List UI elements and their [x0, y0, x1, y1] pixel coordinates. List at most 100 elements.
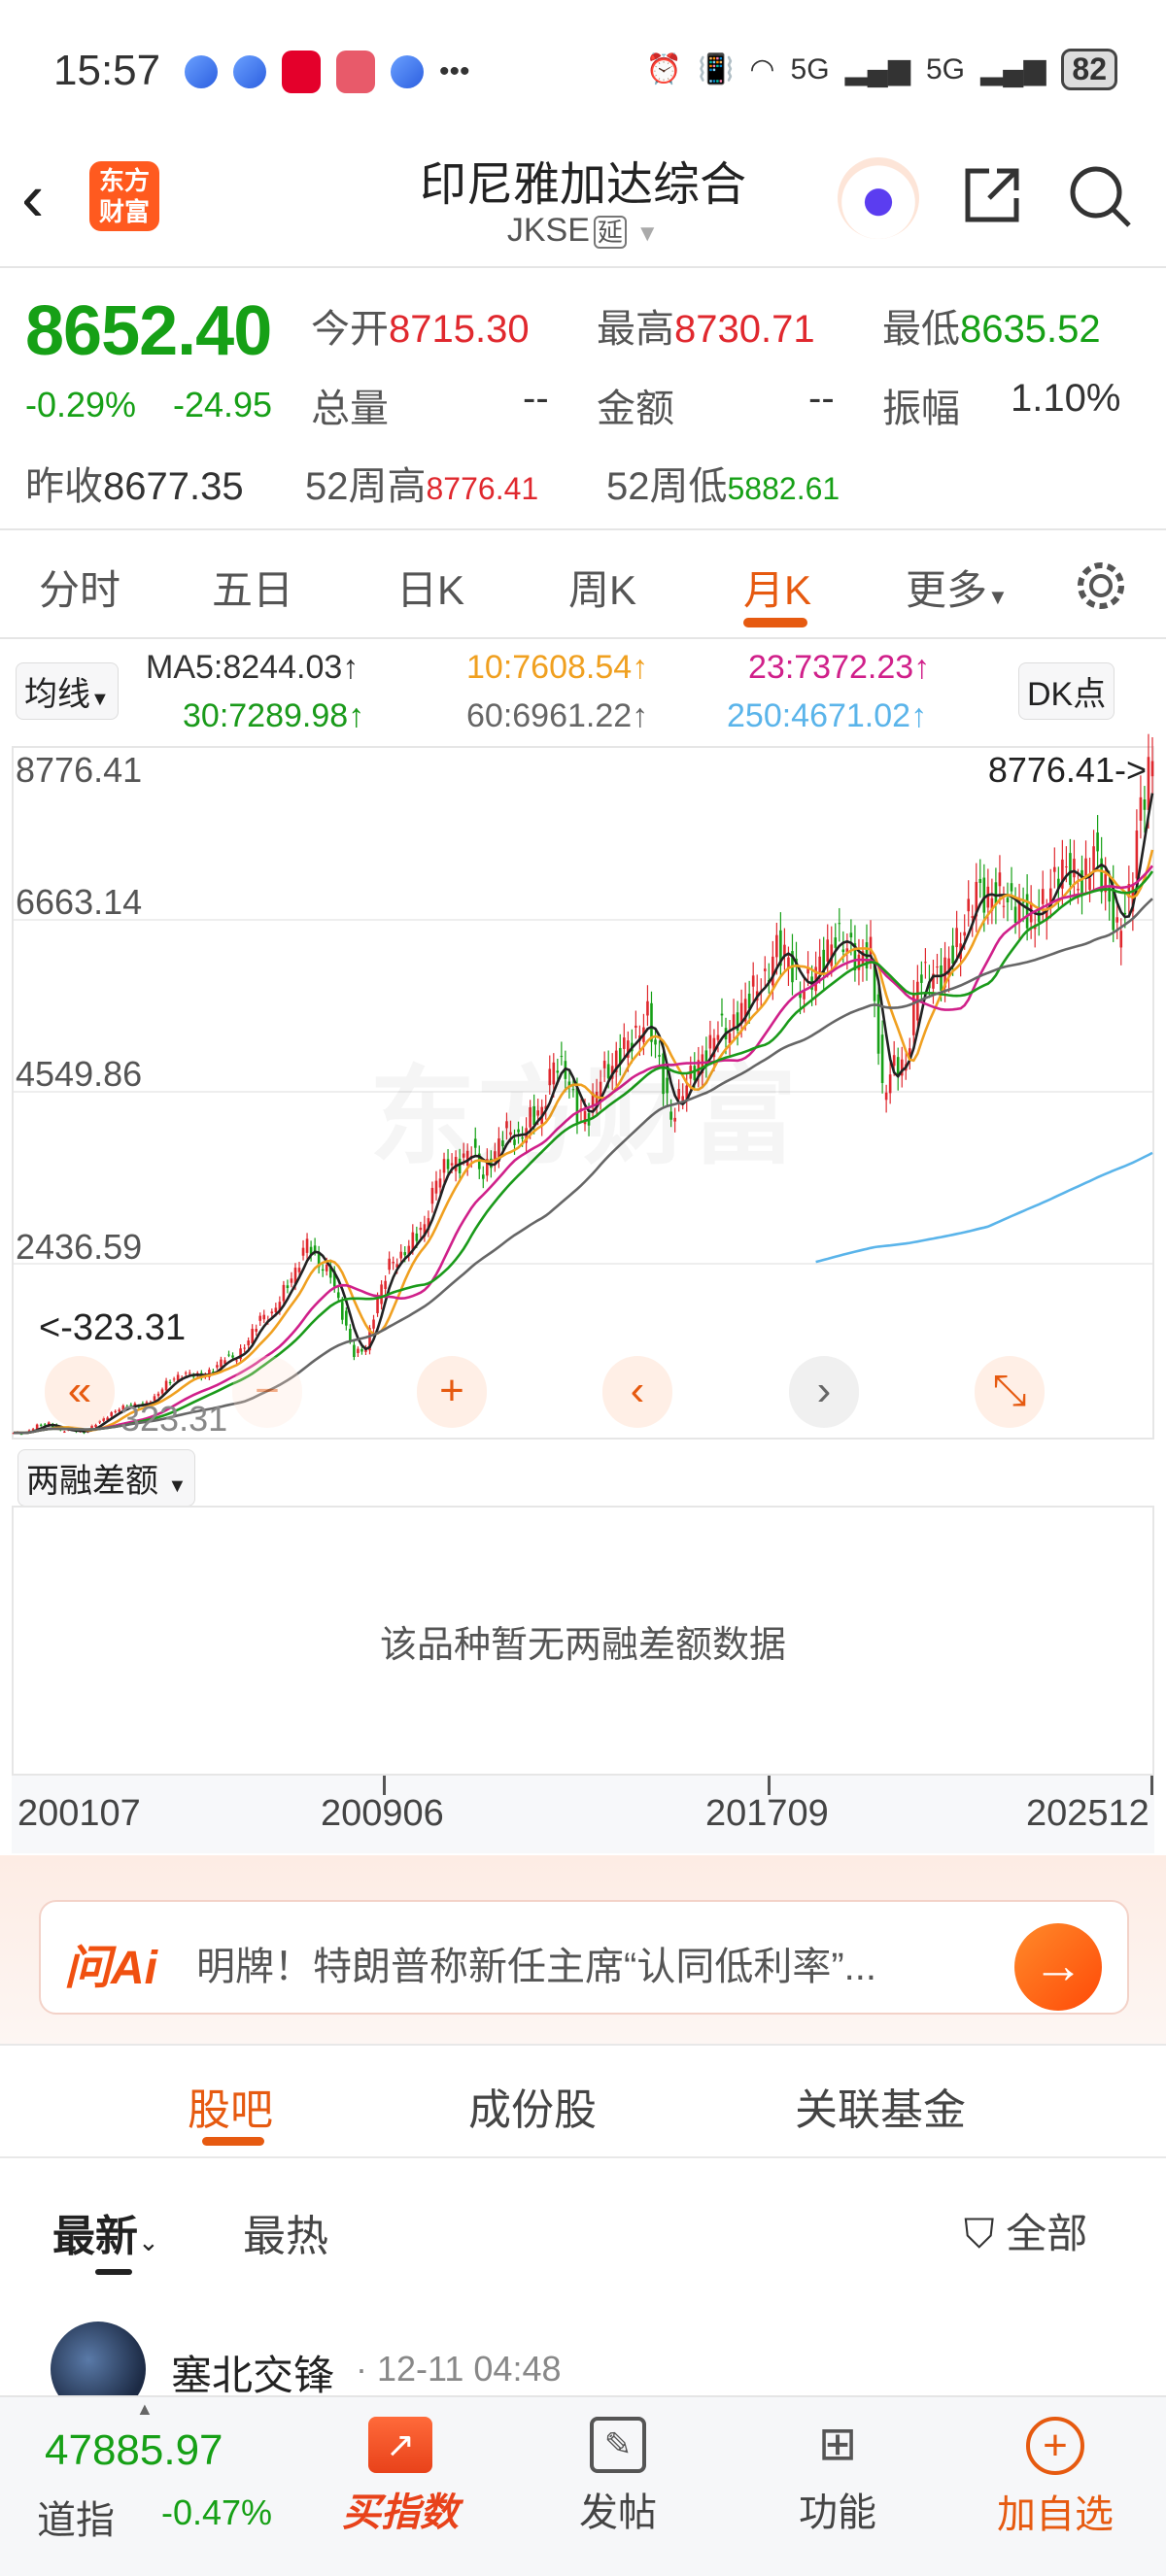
candle [399, 1251, 403, 1259]
candle [43, 1424, 47, 1426]
candle [357, 1348, 360, 1353]
dk-point-button[interactable]: DK点 [1018, 662, 1115, 720]
sort-latest-dropdown[interactable]: 最新⌄ [52, 2201, 159, 2263]
tab-daily-k[interactable]: 日K [396, 567, 465, 613]
quote-panel: 8652.40 -0.29% -24.95 今开8715.30 最高8730.7… [0, 268, 1166, 530]
post-item[interactable]: 塞北交锋 · 12-11 04:48 [0, 2312, 1166, 2417]
candle [309, 1246, 313, 1255]
arrow-right-icon[interactable]: → [1014, 1923, 1102, 2011]
candle [575, 1088, 579, 1123]
tab-related-funds[interactable]: 关联基金 [795, 2086, 966, 2134]
ai-news-card[interactable]: 问Ai 明牌！特朗普称新任主席“认同低利率”... → [39, 1900, 1129, 2015]
tab-forum[interactable]: 股吧 [188, 2086, 273, 2134]
candle [556, 1070, 560, 1073]
x-axis: 200107 200906 201709 202512 [12, 1776, 1154, 1853]
functions-button[interactable]: ⊞ 功能 [760, 2417, 915, 2537]
candle [606, 1064, 610, 1079]
candle [255, 1329, 258, 1332]
settings-gear-icon[interactable] [1073, 558, 1129, 614]
add-watchlist-button[interactable]: + 加自选 [977, 2417, 1133, 2539]
candle [936, 966, 939, 968]
candle [164, 1380, 168, 1391]
candle [772, 956, 774, 986]
candle [1073, 859, 1076, 878]
candle [1057, 878, 1060, 889]
tab-monthly-k[interactable]: 月K [743, 567, 812, 613]
candle [438, 1178, 442, 1188]
candle [517, 1129, 520, 1133]
candle [892, 1055, 896, 1067]
candle [1096, 832, 1099, 852]
candle [994, 882, 998, 905]
dow-index-name: 道指 [37, 2499, 115, 2542]
tab-constituents[interactable]: 成份股 [468, 2086, 597, 2134]
candle [845, 948, 849, 954]
tab-weekly-k[interactable]: 周K [568, 567, 637, 613]
share-icon[interactable] [962, 165, 1022, 225]
candle [943, 957, 946, 988]
x-tick-label: 200107 [17, 1793, 141, 1834]
amount-label: 金额 [597, 388, 674, 430]
alarm-icon: ⏰ [645, 53, 682, 85]
candle [1013, 906, 1017, 923]
candle [462, 1153, 465, 1158]
candle [567, 1081, 571, 1087]
kline-chart[interactable] [12, 746, 1154, 1440]
buy-index-button[interactable]: ↗ 买指数 [323, 2417, 478, 2537]
grid-icon: ⊞ [817, 2419, 858, 2470]
candle [747, 994, 751, 1009]
ma-selector-dropdown[interactable]: 均线▼ [16, 662, 119, 720]
candle [826, 939, 830, 962]
signal-icon: 5G [925, 52, 965, 85]
status-time: 15:57 [53, 47, 161, 94]
candle [328, 1265, 332, 1278]
candle [529, 1106, 532, 1128]
signal-bars-icon: ▂▄▆ [980, 53, 1046, 85]
open-label: 今开 [311, 308, 389, 351]
search-icon[interactable] [1067, 163, 1133, 229]
notification-icons: ••• [185, 51, 470, 93]
candle [1041, 889, 1045, 904]
candle [838, 923, 841, 925]
candle [763, 968, 767, 971]
ai-assistant-avatar[interactable] [838, 157, 919, 239]
back-button[interactable]: ‹ [21, 159, 45, 235]
tab-more[interactable]: 更多▼ [906, 558, 1009, 617]
scroll-right-button[interactable]: › [789, 1356, 859, 1428]
stock-code-selector[interactable]: JKSE 延 ▼ [0, 212, 1166, 250]
candle [191, 1375, 195, 1377]
filter-all-button[interactable]: ⛉ 全部 [964, 2201, 1087, 2260]
ma-selector-label: 均线 [24, 676, 90, 713]
zoom-in-button[interactable]: + [417, 1356, 487, 1428]
candle [336, 1292, 340, 1299]
candle [1021, 901, 1025, 903]
candle [646, 1000, 649, 1016]
candle [1053, 866, 1056, 872]
candle [693, 1066, 697, 1081]
candle [176, 1374, 180, 1381]
fullscreen-button[interactable]: ⤡ [975, 1356, 1045, 1428]
candle [368, 1328, 371, 1351]
dow-index-value[interactable]: 47885.97 [45, 2426, 223, 2474]
tab-five-day[interactable]: 五日 [212, 567, 294, 613]
candle [1048, 888, 1052, 903]
tab-intraday[interactable]: 分时 [39, 567, 121, 613]
sub-indicator-dropdown[interactable]: 两融差额 ▼ [17, 1449, 196, 1507]
stock-code: JKSE [506, 212, 590, 249]
amount-value: -- [808, 377, 835, 420]
candle [673, 1117, 676, 1122]
scroll-left-button[interactable]: ‹ [602, 1356, 672, 1428]
app-logo[interactable]: 东方 财富 [89, 161, 159, 231]
post-button[interactable]: ✎ 发帖 [540, 2417, 696, 2537]
candle [532, 1106, 535, 1126]
candle [595, 1092, 599, 1107]
candle [251, 1328, 254, 1344]
zoom-out-button[interactable]: − [232, 1356, 302, 1428]
signal-bars-icon: ▂▄▆ [844, 53, 910, 85]
post-author[interactable]: 塞北交锋 [171, 2353, 335, 2398]
scroll-to-start-button[interactable]: « [45, 1356, 115, 1428]
candle [345, 1310, 348, 1326]
sort-hot[interactable]: 最热 [243, 2213, 328, 2260]
ma30-value: 30:7289.98↑ [183, 697, 365, 734]
ma23-line [14, 864, 1154, 1435]
